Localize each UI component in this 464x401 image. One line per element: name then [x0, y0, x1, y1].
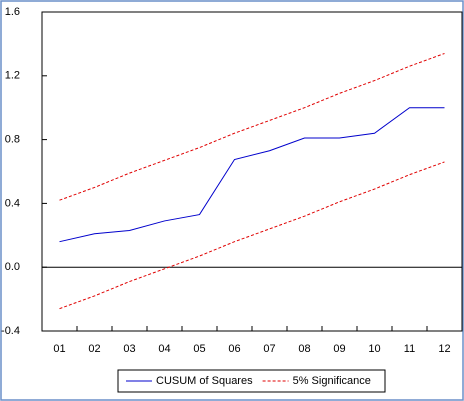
x-tick-label: 11: [404, 343, 415, 355]
x-tick-label: 02: [88, 343, 100, 355]
legend-label: 5% Significance: [293, 375, 371, 387]
line: [59, 53, 445, 201]
y-tick-label: 0.8: [5, 134, 20, 146]
y-tick-label: 1.2: [5, 70, 20, 82]
x-tick-label: 01: [53, 343, 65, 355]
x-tick-label: 06: [228, 343, 240, 355]
x-tick-label: 05: [193, 343, 205, 355]
y-tick-label: 0.0: [5, 261, 20, 273]
x-tick-label: 10: [368, 343, 380, 355]
x-tick-label: 03: [123, 343, 135, 355]
line: [59, 107, 445, 243]
x-tick-label: 12: [438, 343, 450, 355]
x-tick-label: 04: [158, 343, 170, 355]
plot-area: [41, 11, 463, 332]
y-tick-label: -0.4: [1, 325, 20, 337]
legend-box: [117, 369, 386, 393]
y-tick-label: 0.4: [5, 197, 20, 209]
legend-label: CUSUM of Squares: [156, 375, 253, 387]
x-tick-label: 07: [263, 343, 275, 355]
x-tick-label: 08: [298, 343, 310, 355]
y-tick-label: 1.6: [5, 6, 20, 18]
x-tick-label: 09: [333, 343, 345, 355]
line: [59, 161, 445, 310]
